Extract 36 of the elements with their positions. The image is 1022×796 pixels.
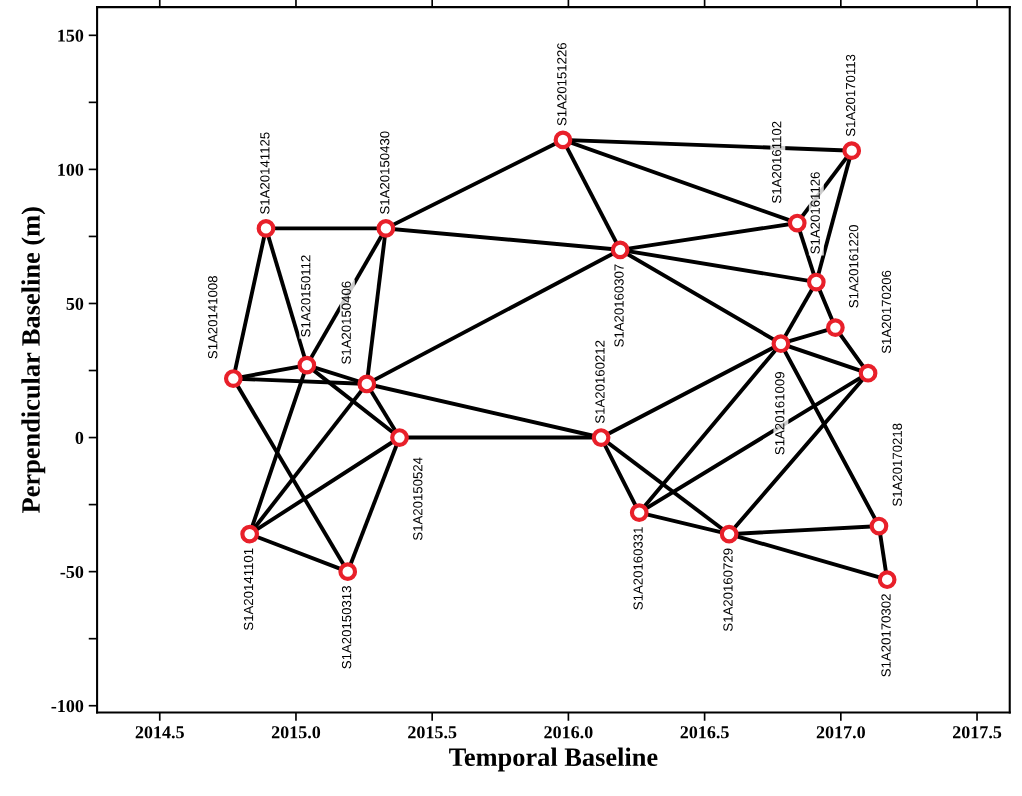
annotation: S1A20170206 xyxy=(881,270,892,354)
annotation: S1A20141101 xyxy=(243,548,254,631)
y-axis-title: Perpendicular Baseline (m) xyxy=(21,207,46,514)
annotation: S1A20160331 xyxy=(633,527,643,610)
annotation: S1A20161220 xyxy=(849,225,859,308)
y-tick-label: 100 xyxy=(58,163,84,176)
annotation: S1A20170113 xyxy=(845,54,856,137)
y-tick-label: -100 xyxy=(51,699,84,713)
annotation: S1A20160212 xyxy=(595,340,605,424)
annotation: S1A20150313 xyxy=(341,586,352,669)
y-tick-label: -50 xyxy=(60,565,84,579)
y-tick-label: 150 xyxy=(58,29,84,42)
annotation: S1A20150406 xyxy=(341,281,351,364)
annotation: S1A20141125 xyxy=(260,132,270,214)
annotation: S1A20161126 xyxy=(810,172,820,254)
annotation: S1A20151226 xyxy=(557,42,567,126)
x-tick-label: 2014.5 xyxy=(135,726,184,739)
annotation: S1A20150524 xyxy=(413,457,423,541)
x-tick-label: 2017.5 xyxy=(952,726,1002,739)
x-axis-title: Temporal Baseline xyxy=(449,747,658,772)
x-tick-label: 2016.5 xyxy=(680,726,729,739)
x-tick-label: 2015.5 xyxy=(408,726,457,739)
annotation: S1A20150430 xyxy=(380,131,390,214)
annotation: S1A20160729 xyxy=(723,548,733,632)
y-tick-label: 50 xyxy=(66,297,84,310)
x-tick-label: 2016.0 xyxy=(544,726,593,739)
x-tick-label: 2015.0 xyxy=(271,726,321,739)
annotation: S1A20170218 xyxy=(892,423,902,507)
annotation: S1A20150112 xyxy=(301,255,311,337)
y-tick-label: 0 xyxy=(75,431,84,444)
annotation: S1A20141008 xyxy=(208,276,218,359)
annotation: S1A20161009 xyxy=(775,372,785,455)
x-tick-label: 2017.0 xyxy=(816,726,865,739)
annotation: S1A20170302 xyxy=(881,594,891,677)
annotation: S1A20161102 xyxy=(771,121,782,203)
annotation: S1A20160307 xyxy=(614,264,624,347)
